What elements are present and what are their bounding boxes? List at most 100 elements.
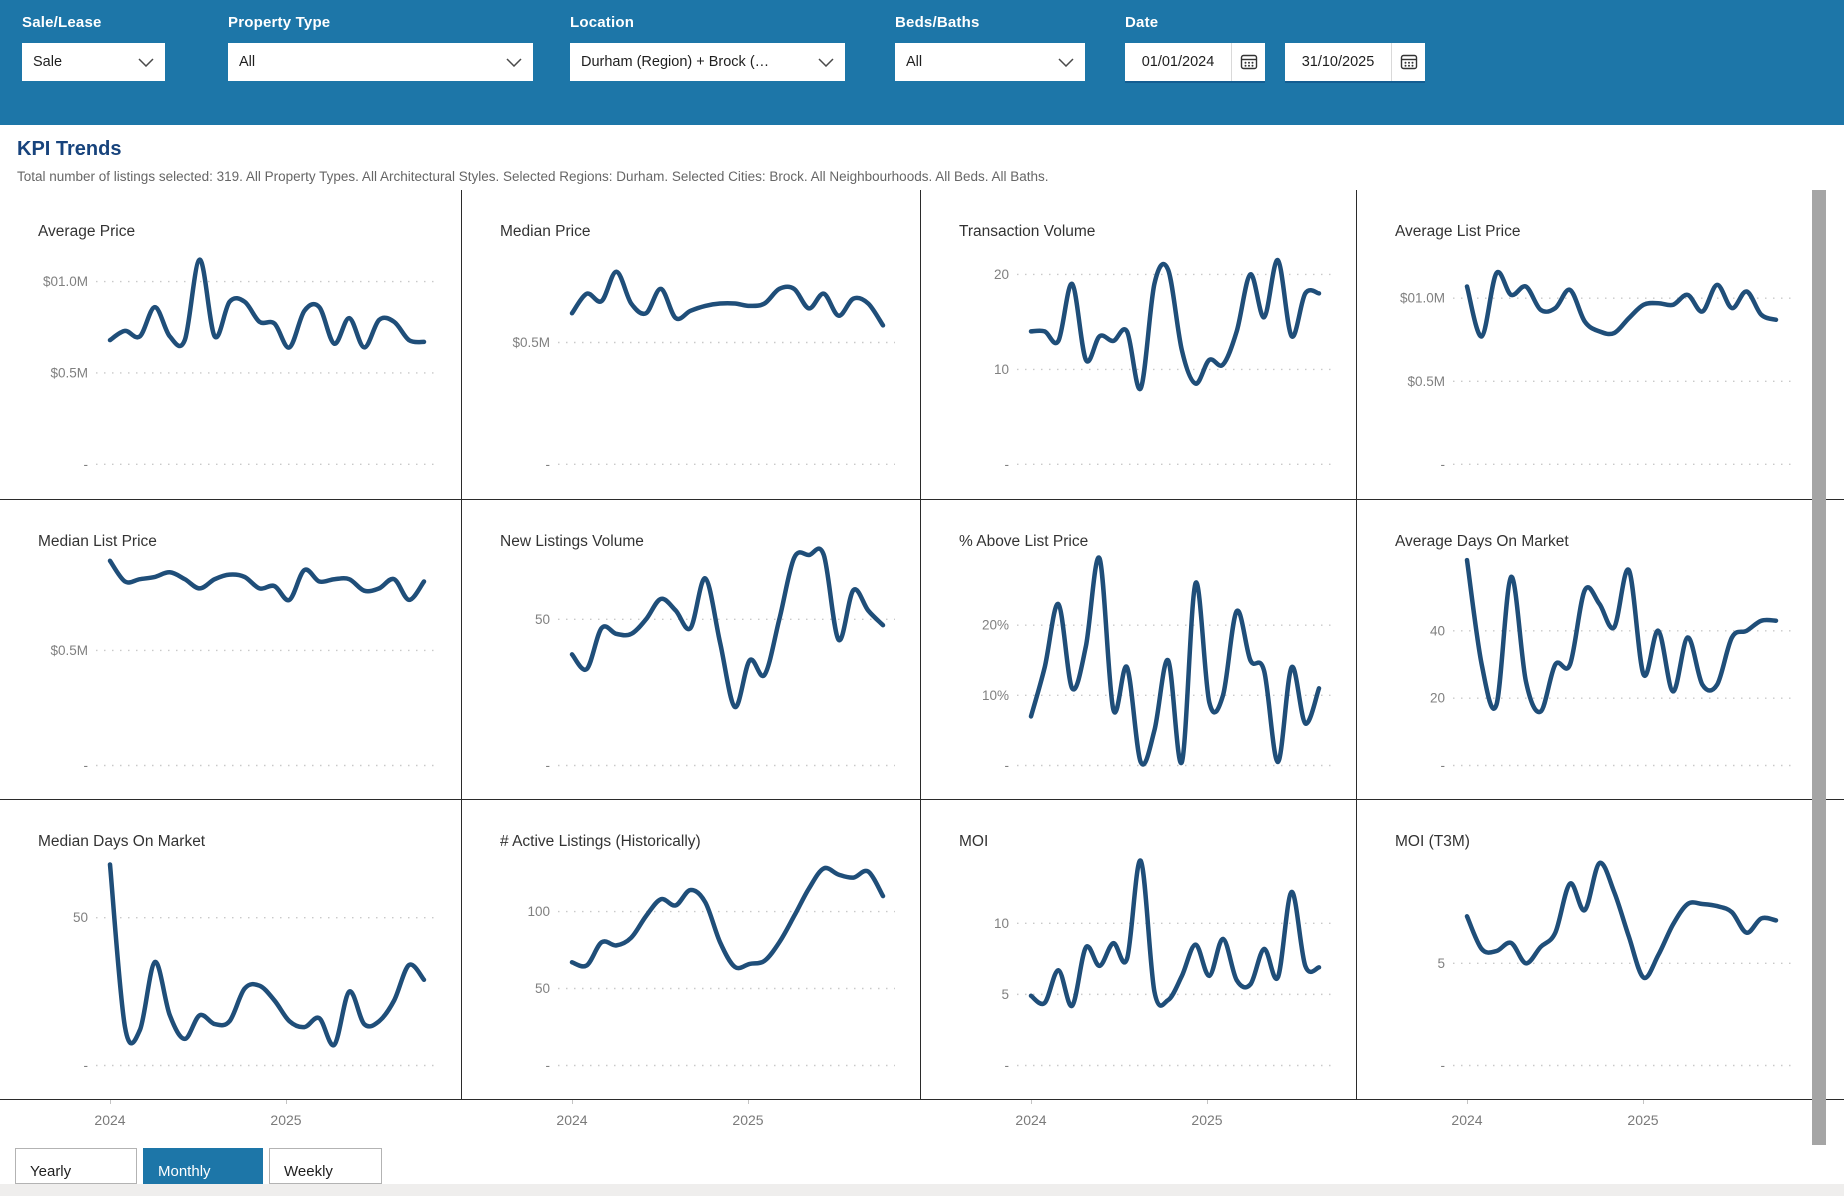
chevron-down-icon [138, 58, 154, 67]
chart-transaction-volume[interactable]: Transaction Volume 20 10 - [921, 190, 1357, 500]
chart-average-list-price[interactable]: Average List Price $01.0M $0.5M - [1357, 190, 1844, 500]
x-axis-tick [572, 1100, 573, 1104]
beds-baths-value: All [906, 54, 923, 70]
x-axis-year-label: 2025 [732, 1112, 764, 1128]
property-type-dropdown[interactable]: All [228, 43, 533, 81]
x-axis-tick [748, 1100, 749, 1104]
trend-line [107, 558, 427, 603]
y-tick-label: 10% [982, 688, 1009, 703]
y-tick-label: $01.0M [1400, 291, 1445, 306]
chevron-down-icon [1058, 58, 1074, 67]
chart-title: # Active Listings (Historically) [500, 833, 701, 850]
y-tick-label: - [1441, 457, 1446, 472]
x-axis-year-label: 2024 [1015, 1112, 1047, 1128]
chart-title: Average Price [38, 223, 135, 240]
y-tick-label: - [546, 1058, 551, 1073]
x-axis-year-label: 2025 [1627, 1112, 1659, 1128]
location-dropdown[interactable]: Durham (Region) + Brock (… [570, 43, 845, 81]
y-tick-label: - [546, 758, 551, 773]
y-tick-label: 10 [994, 916, 1009, 931]
date-end-calendar-button[interactable] [1391, 43, 1425, 81]
trend-line [569, 865, 886, 971]
calendar-icon [1400, 54, 1417, 70]
x-axis-labels-col1: 2024 2025 [0, 1100, 462, 1145]
chart-title: MOI (T3M) [1395, 833, 1470, 850]
location-value: Durham (Region) + Brock (… [581, 54, 770, 70]
x-axis-year-label: 2024 [94, 1112, 126, 1128]
filter-group-date: Date 01/01/2024 31/10/2025 [1125, 14, 1425, 83]
weekly-button[interactable]: Weekly [269, 1148, 382, 1184]
granularity-toggle: Yearly Monthly Weekly [15, 1148, 382, 1184]
filter-group-sale-lease: Sale/Lease Sale [22, 14, 165, 81]
trend-line [1028, 555, 1322, 767]
chart-median-list-price[interactable]: Median List Price $0.5M - [0, 500, 462, 800]
date-start-input[interactable]: 01/01/2024 [1125, 43, 1231, 81]
trend-line [1464, 557, 1779, 715]
chart-median-days-on-market[interactable]: Median Days On Market 50 - [0, 800, 462, 1100]
filter-group-property-type: Property Type All [228, 14, 533, 81]
y-tick-label: - [546, 457, 551, 472]
x-axis-year-label: 2025 [1191, 1112, 1223, 1128]
y-tick-label: - [84, 1058, 89, 1073]
y-tick-label: - [1441, 1058, 1446, 1073]
vertical-scrollbar[interactable] [1812, 190, 1826, 1145]
x-axis-year-label: 2025 [270, 1112, 302, 1128]
x-axis-tick [286, 1100, 287, 1104]
date-end-input[interactable]: 31/10/2025 [1285, 43, 1391, 81]
y-tick-label: 50 [535, 981, 550, 996]
y-tick-label: $0.5M [1407, 374, 1445, 389]
y-tick-label: - [1005, 457, 1010, 472]
chart-title: MOI [959, 833, 988, 850]
y-tick-label: - [1441, 758, 1446, 773]
page-bottom-strip [0, 1184, 1844, 1196]
property-type-label: Property Type [228, 14, 331, 31]
chart-average-price[interactable]: Average Price $01.0M $0.5M - [0, 190, 462, 500]
page-title: KPI Trends [17, 138, 122, 160]
selection-summary: Total number of listings selected: 319. … [17, 169, 1049, 184]
chart-title: Median Price [500, 223, 590, 240]
yearly-button[interactable]: Yearly [15, 1148, 137, 1184]
chart-moi-t3m[interactable]: MOI (T3M) 5 - [1357, 800, 1844, 1100]
y-tick-label: - [84, 758, 89, 773]
y-tick-label: 50 [535, 612, 550, 627]
sale-lease-dropdown[interactable]: Sale [22, 43, 165, 81]
beds-baths-dropdown[interactable]: All [895, 43, 1085, 81]
x-axis-year-label: 2024 [1451, 1112, 1483, 1128]
x-axis-tick [1207, 1100, 1208, 1104]
chevron-down-icon [818, 58, 834, 67]
y-tick-label: $0.5M [50, 643, 88, 658]
y-tick-label: - [1005, 758, 1010, 773]
trend-line [569, 546, 886, 710]
y-tick-label: $0.5M [512, 335, 550, 350]
chart-pct-above-list-price[interactable]: % Above List Price 20% 10% - [921, 500, 1357, 800]
chart-title: Median Days On Market [38, 833, 206, 850]
date-end-box: 31/10/2025 [1285, 43, 1425, 83]
date-label: Date [1125, 14, 1159, 31]
chevron-down-icon [506, 58, 522, 67]
trend-line [1028, 858, 1322, 1009]
beds-baths-label: Beds/Baths [895, 14, 980, 31]
x-axis-tick [110, 1100, 111, 1104]
filter-bar: Sale/Lease Sale Property Type All Locati… [0, 0, 1844, 125]
y-tick-label: $01.0M [43, 274, 88, 289]
date-start-box: 01/01/2024 [1125, 43, 1265, 83]
y-tick-label: 20 [994, 267, 1009, 282]
date-start-calendar-button[interactable] [1231, 43, 1265, 81]
chart-active-listings-historically[interactable]: # Active Listings (Historically) 100 50 - [462, 800, 921, 1100]
chart-median-price[interactable]: Median Price $0.5M - [462, 190, 921, 500]
sale-lease-value: Sale [33, 54, 63, 70]
chart-new-listings-volume[interactable]: New Listings Volume 50 - [462, 500, 921, 800]
sale-lease-label: Sale/Lease [22, 14, 102, 31]
trend-line [107, 862, 427, 1048]
chart-average-days-on-market[interactable]: Average Days On Market 40 20 - [1357, 500, 1844, 800]
chart-moi[interactable]: MOI 10 5 - [921, 800, 1357, 1100]
trend-line [1028, 257, 1322, 392]
x-axis-labels-col2: 2024 2025 [462, 1100, 921, 1145]
y-tick-label: 20 [1430, 691, 1445, 706]
y-tick-label: 50 [73, 910, 88, 925]
chart-title: Median List Price [38, 533, 157, 550]
monthly-button[interactable]: Monthly [143, 1148, 263, 1184]
trend-line [1464, 860, 1779, 981]
y-tick-label: - [1005, 1058, 1010, 1073]
